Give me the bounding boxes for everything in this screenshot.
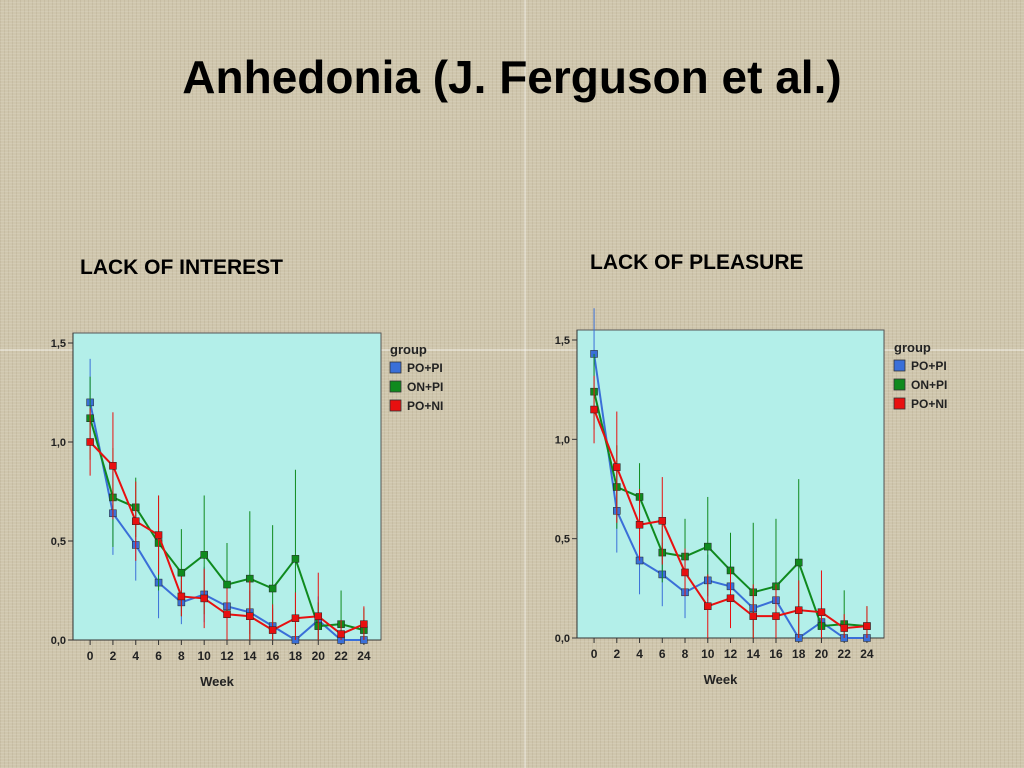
interest-x-tick-label: 6 [155, 649, 162, 663]
interest-x-tick-label: 22 [334, 649, 348, 663]
interest-y-tick-label: 0,5 [51, 536, 66, 548]
interest-series-on-pi-point [200, 551, 208, 559]
interest-legend-po-pi-swatch [389, 361, 402, 374]
pleasure-x-tick-label: 10 [701, 647, 715, 661]
pleasure-y-tick-label: 1,5 [555, 335, 570, 347]
pleasure-x-tick-label: 22 [838, 647, 852, 661]
pleasure-x-tick-label: 12 [724, 647, 738, 661]
pleasure-legend-title: group [894, 340, 931, 355]
interest-x-tick-label: 16 [266, 649, 280, 663]
pleasure-series-po-ni-point [681, 568, 689, 577]
interest-legend-title: group [390, 342, 427, 357]
interest-x-tick-label: 12 [220, 649, 234, 663]
interest-x-tick-label: 20 [312, 649, 326, 663]
interest-series-po-ni-point [177, 592, 186, 601]
interest-series-on-pi-point [223, 580, 231, 589]
interest-x-tick-label: 14 [243, 649, 257, 663]
background-seam-horizontal [0, 349, 1024, 351]
pleasure-series-po-ni-point [794, 606, 803, 614]
slide-title: Anhedonia (J. Ferguson et al.) [182, 51, 842, 103]
pleasure-series-po-ni-point [726, 594, 735, 603]
pleasure-series-po-ni-point [590, 405, 598, 414]
pleasure-series-po-ni-point [863, 622, 871, 630]
pleasure-x-tick-label: 14 [747, 647, 761, 661]
interest-x-tick-label: 10 [198, 649, 212, 663]
pleasure-series-po-ni-point [613, 463, 621, 471]
interest-x-tick-label: 18 [289, 649, 303, 663]
interest-legend-on-pi-label: ON+PI [407, 380, 443, 394]
interest-series-po-ni-point [291, 614, 300, 622]
interest-y-tick-label: 1,0 [51, 437, 66, 449]
pleasure-series-po-ni-point [749, 612, 757, 620]
interest-x-tick-label: 4 [132, 649, 139, 663]
interest-series-po-ni-point [337, 630, 345, 638]
interest-legend-on-pi-swatch [389, 380, 402, 393]
interest-series-po-ni-point [109, 462, 117, 470]
pleasure-x-tick-label: 6 [659, 647, 666, 661]
interest-y-tick-label: 0,0 [51, 635, 66, 647]
pleasure-series-po-ni-point [704, 602, 712, 610]
pleasure-x-tick-label: 16 [769, 647, 783, 661]
interest-series-po-ni-point [200, 594, 208, 603]
interest-series-po-ni-point [360, 620, 368, 628]
pleasure-series-on-pi-point [704, 542, 712, 551]
pleasure-y-tick-label: 1,0 [555, 434, 570, 446]
chart-title-lack-of-interest: LACK OF INTEREST [80, 256, 283, 279]
interest-series-po-ni-point [314, 612, 323, 620]
pleasure-x-tick-label: 4 [636, 647, 643, 661]
interest-y-tick-label: 1,5 [51, 338, 66, 350]
interest-series-po-ni-point [86, 438, 94, 446]
pleasure-series-po-ni-point [658, 517, 667, 525]
pleasure-x-tick-label: 0 [591, 647, 598, 661]
interest-series-po-ni-point [246, 612, 254, 620]
interest-x-axis-label: Week [200, 674, 234, 689]
pleasure-x-axis-label: Week [704, 672, 738, 687]
interest-legend-po-ni-swatch [389, 399, 402, 412]
interest-x-tick-label: 8 [178, 649, 185, 663]
pleasure-series-po-ni-point [817, 608, 826, 616]
pleasure-series-po-ni-point [772, 612, 780, 620]
pleasure-x-tick-label: 24 [860, 647, 874, 661]
pleasure-legend-on-pi-swatch [893, 378, 906, 391]
background-seam-vertical [524, 0, 526, 768]
pleasure-y-tick-label: 0,5 [555, 534, 570, 546]
pleasure-x-tick-label: 8 [682, 647, 689, 661]
pleasure-legend-po-ni-swatch [893, 397, 906, 410]
pleasure-legend-po-pi-label: PO+PI [911, 359, 947, 373]
pleasure-series-po-ni-point [635, 521, 644, 529]
interest-series-on-pi-point [177, 568, 186, 577]
interest-series-on-pi-point [268, 584, 277, 593]
pleasure-x-tick-label: 2 [613, 647, 620, 661]
chart-title-lack-of-pleasure: LACK OF PLEASURE [590, 251, 804, 274]
interest-legend-po-ni-label: PO+NI [407, 399, 443, 413]
interest-x-tick-label: 24 [357, 649, 371, 663]
pleasure-series-on-pi-point [794, 558, 803, 567]
interest-series-po-ni-point [268, 626, 277, 634]
pleasure-legend-po-pi-swatch [893, 359, 906, 372]
pleasure-x-tick-label: 18 [792, 647, 806, 661]
interest-legend-po-pi-label: PO+PI [407, 361, 443, 375]
interest-series-on-pi-point [291, 555, 300, 563]
interest-series-po-ni-point [131, 517, 140, 525]
pleasure-legend-on-pi-label: ON+PI [911, 378, 947, 392]
pleasure-legend-po-ni-label: PO+NI [911, 397, 947, 411]
pleasure-series-po-ni-point [840, 624, 848, 632]
pleasure-y-tick-label: 0,0 [555, 633, 570, 645]
pleasure-x-tick-label: 20 [815, 647, 829, 661]
interest-series-po-ni-point [223, 610, 231, 619]
interest-x-tick-label: 2 [110, 649, 117, 663]
interest-x-tick-label: 0 [87, 649, 94, 663]
interest-series-po-ni-point [154, 531, 163, 539]
